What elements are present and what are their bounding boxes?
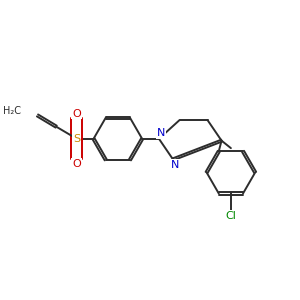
Text: O: O [72, 159, 81, 169]
Text: Cl: Cl [226, 211, 236, 221]
Text: N: N [157, 128, 165, 138]
Text: H₂C: H₂C [3, 106, 21, 116]
Text: N: N [171, 160, 179, 170]
Text: O: O [72, 109, 81, 118]
Text: S: S [73, 134, 80, 144]
